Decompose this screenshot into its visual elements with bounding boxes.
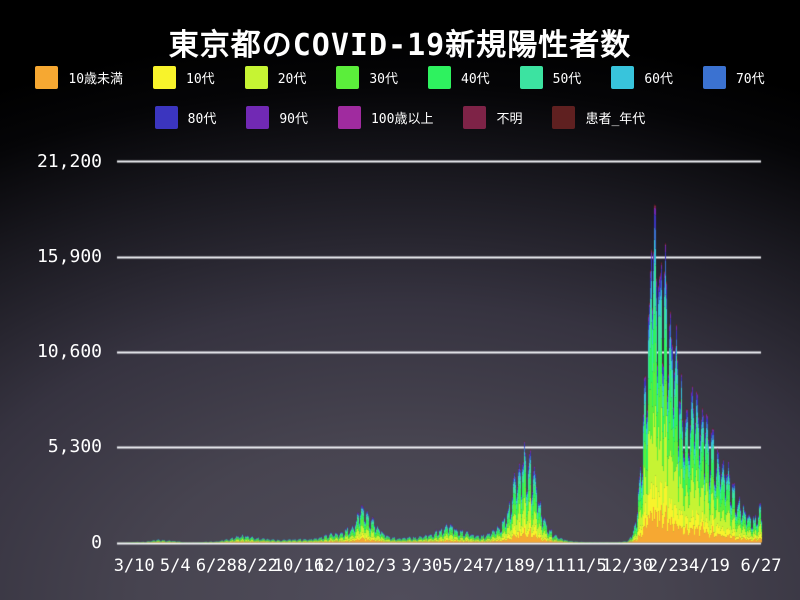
x-tick-label: 6/27 [740, 556, 782, 576]
x-tick-label: 5/4 [159, 556, 191, 576]
x-tick-label: 5/24 [442, 556, 484, 576]
legend-swatch-icon [35, 66, 59, 89]
x-tick-label: 3/10 [113, 556, 155, 576]
legend-swatch-icon [246, 106, 270, 129]
legend-label: 40代 [461, 72, 490, 87]
legend-swatch-icon [552, 106, 576, 129]
x-tick-label: 9/11 [524, 556, 566, 576]
legend-label: 30代 [369, 72, 398, 87]
legend-swatch-icon [702, 66, 726, 89]
legend-swatch-icon [463, 106, 487, 129]
legend-label: 10代 [186, 72, 215, 87]
legend-label: 100歳以上 [370, 112, 434, 127]
legend-label: 患者_年代 [585, 112, 646, 127]
legend-row-2: 80代 90代 100歳以上 不明 患者_年代 [0, 106, 800, 129]
legend-item-20代: 20代 [244, 66, 307, 89]
legend-label: 60代 [644, 72, 673, 87]
legend-item-10歳未満: 10歳未満 [35, 66, 123, 89]
x-tick-label: 2/3 [365, 556, 397, 576]
legend-swatch-icon [428, 66, 451, 89]
legend-label: 70代 [735, 72, 765, 87]
legend-label: 20代 [277, 72, 307, 87]
legend-item-100歳以上: 100歳以上 [337, 106, 434, 129]
legend-label: 90代 [279, 112, 308, 127]
legend-item-90代: 90代 [246, 106, 308, 129]
x-tick-label: 3/30 [401, 556, 443, 576]
legend-item-50代: 50代 [519, 66, 582, 89]
y-tick-label: 10,600 [36, 341, 102, 362]
legend-swatch-icon [244, 66, 268, 89]
x-tick-label: 7/18 [483, 556, 525, 576]
legend-item-60代: 60代 [611, 66, 673, 89]
legend-item-30代: 30代 [336, 66, 398, 89]
legend-swatch-icon [336, 66, 360, 89]
legend-item-80代: 80代 [154, 106, 217, 129]
y-tick-label: 15,900 [36, 245, 102, 267]
legend-swatch-icon [153, 66, 177, 89]
legend-label: 不明 [496, 112, 523, 127]
legend-row-1: 10歳未満 10代 20代 30代 40代 50代 60代 70代 [0, 66, 800, 89]
y-tick-label: 0 [91, 531, 102, 553]
x-tick-label: 10/16 [272, 556, 325, 576]
legend-item-70代: 70代 [702, 66, 765, 89]
y-tick-label: 5,300 [47, 436, 102, 458]
legend-item-不明: 不明 [463, 106, 522, 129]
x-tick-label: 11/5 [565, 556, 607, 576]
legend-swatch-icon [519, 66, 543, 89]
legend-swatch-icon [154, 106, 178, 129]
chart-title: 東京都のCOVID-19新規陽性者数 [168, 28, 632, 63]
legend-swatch-icon [337, 106, 361, 129]
legend-label: 10歳未満 [68, 72, 124, 87]
x-tick-label: 12/30 [601, 556, 653, 576]
legend-swatch-icon [611, 66, 635, 89]
y-tick-label: 21,200 [36, 150, 102, 172]
legend-item-10代: 10代 [153, 66, 215, 89]
x-tick-label: 4/19 [688, 556, 730, 576]
x-tick-label: 8/22 [236, 556, 278, 576]
legend-item-40代: 40代 [428, 66, 490, 89]
legend-label: 80代 [187, 112, 217, 127]
legend-item-患者_年代: 患者_年代 [552, 106, 645, 129]
legend-label: 50代 [552, 72, 582, 87]
x-tick-label: 12/10 [314, 556, 366, 576]
x-tick-label: 2/23 [647, 556, 689, 576]
x-tick-label: 6/28 [195, 556, 237, 576]
